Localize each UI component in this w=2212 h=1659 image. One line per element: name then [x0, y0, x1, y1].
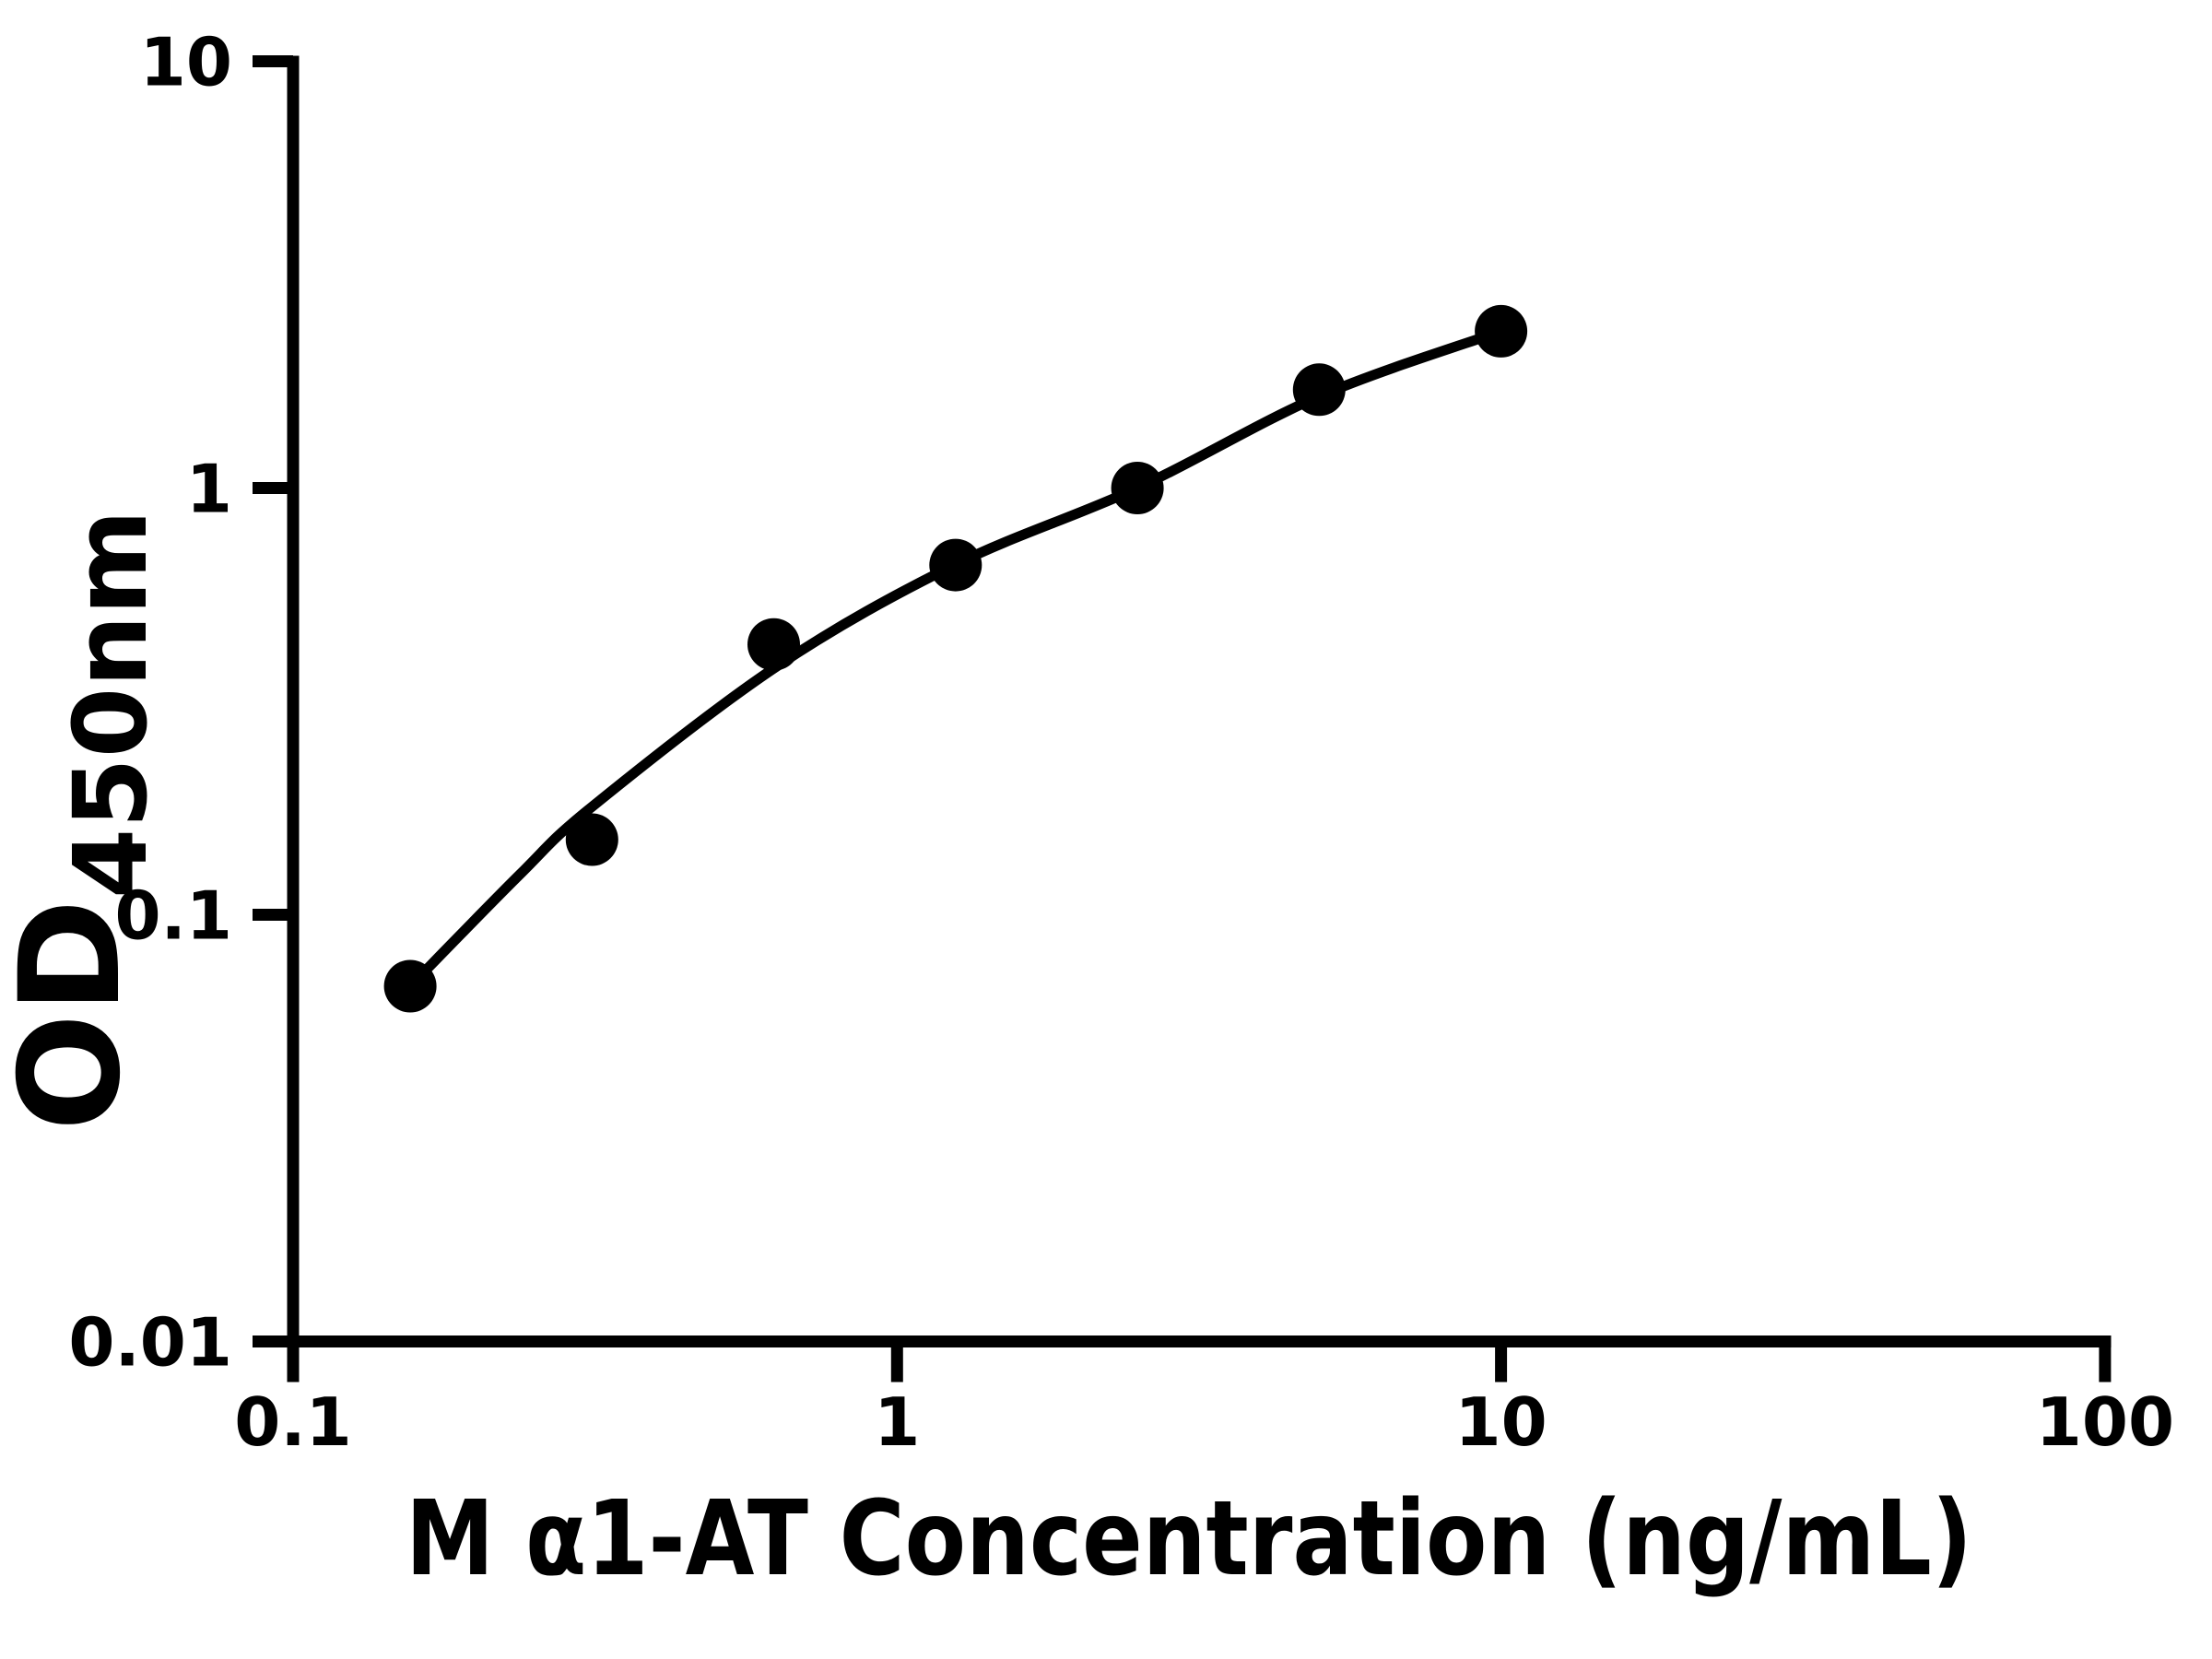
- x-axis-title: M α1-AT Concentration (ng/mL): [406, 1479, 1972, 1599]
- y-tick-label: 10: [140, 24, 232, 101]
- axes: [287, 55, 2112, 1347]
- x-tick-label: 1: [874, 1383, 920, 1461]
- data-point: [1292, 363, 1346, 417]
- x-tick-label: 100: [2036, 1383, 2174, 1461]
- data-point: [929, 538, 982, 592]
- data-point: [565, 813, 618, 866]
- y-tick-label: 0.01: [68, 1304, 232, 1382]
- x-tick-label: 0.1: [234, 1383, 352, 1461]
- y-axis-title-main: OD: [0, 899, 151, 1131]
- y-tick-label: 0.1: [114, 877, 232, 955]
- y-axis-title-subscript: 450nm: [52, 510, 170, 900]
- y-axis-title: OD450nm: [0, 510, 170, 1132]
- y-tick-label: 1: [186, 451, 232, 528]
- x-axis-ticks: 0.1 1 10 100: [234, 1341, 2174, 1461]
- data-point: [1475, 304, 1528, 358]
- data-point: [747, 618, 800, 671]
- data-points: [383, 304, 1528, 1013]
- fit-curve: [405, 325, 1507, 992]
- y-axis-ticks: 0.01 0.1 1 10: [68, 24, 293, 1382]
- data-point: [383, 959, 437, 1013]
- data-point: [1111, 462, 1164, 514]
- x-tick-label: 10: [1454, 1383, 1547, 1461]
- fit-curve-path: [405, 325, 1507, 992]
